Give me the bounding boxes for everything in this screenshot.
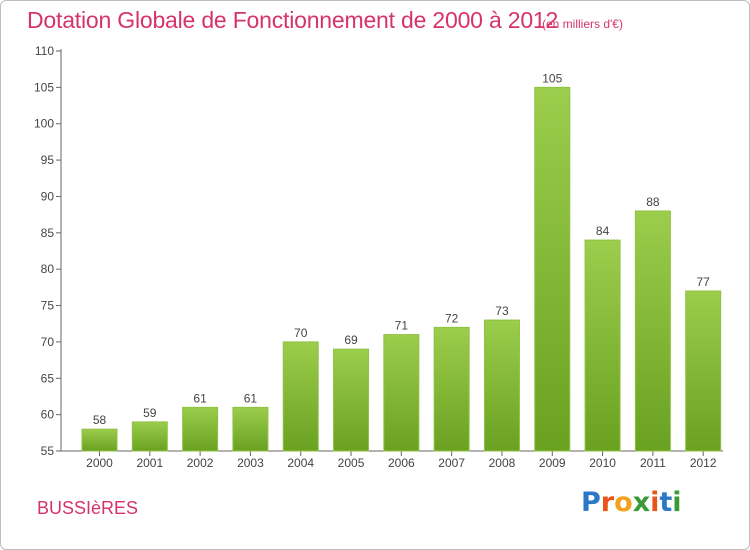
- bar-2012: [685, 290, 722, 452]
- data-label-2007: 72: [445, 311, 459, 325]
- bar-2001: [131, 421, 168, 452]
- chart-data-labels: 58 59 61 61 70 69 71 72 73 105 84 88 77: [93, 71, 710, 427]
- chart-title: Dotation Globale de Fonctionnement de 20…: [27, 7, 559, 33]
- proxiti-logo[interactable]: Proxiti: [581, 487, 682, 518]
- y-tick-label: 70: [41, 335, 55, 349]
- bar-2011: [634, 210, 671, 452]
- y-tick-label: 65: [41, 371, 55, 385]
- y-tick-label: 55: [41, 444, 55, 458]
- x-tick-label: 2000: [86, 456, 113, 470]
- data-label-2006: 71: [395, 319, 409, 333]
- data-label-2005: 69: [344, 333, 358, 347]
- bar-2004: [282, 341, 319, 452]
- x-tick-label: 2006: [388, 456, 415, 470]
- bar-2010: [584, 239, 621, 452]
- data-label-2000: 58: [93, 413, 107, 427]
- data-label-2008: 73: [495, 304, 509, 318]
- x-tick-label: 2012: [690, 456, 717, 470]
- bar-2007: [433, 326, 470, 452]
- y-tick-label: 95: [41, 153, 55, 167]
- x-tick-label: 2007: [438, 456, 465, 470]
- data-label-2002: 61: [193, 391, 207, 405]
- chart-bars: [81, 86, 722, 452]
- x-tick-label: 2003: [237, 456, 264, 470]
- x-tick-label: 2010: [589, 456, 616, 470]
- y-tick-label: 85: [41, 226, 55, 240]
- y-tick-label: 105: [34, 80, 54, 94]
- y-tick-label: 75: [41, 299, 55, 313]
- bar-2005: [333, 348, 370, 452]
- x-tick-label: 2002: [187, 456, 214, 470]
- bar-2002: [182, 406, 219, 452]
- data-label-2010: 84: [596, 224, 610, 238]
- unit-note: (en milliers d'€): [542, 17, 623, 31]
- bar-2000: [81, 428, 118, 452]
- x-tick-label: 2004: [287, 456, 314, 470]
- commune-name: BUSSIèRES: [37, 498, 139, 518]
- y-tick-label: 60: [41, 408, 55, 422]
- y-tick-label: 100: [34, 117, 54, 131]
- x-tick-label: 2011: [640, 456, 666, 470]
- bar-2009: [534, 86, 571, 452]
- x-tick-label: 2001: [136, 456, 163, 470]
- data-label-2003: 61: [244, 391, 258, 405]
- x-tick-label: 2009: [539, 456, 566, 470]
- chart-axes: 55 60 65 70 75 80 85 90 95 100 105 110 2000 2001 2002 2…: [34, 44, 723, 470]
- y-tick-label: 110: [35, 44, 54, 58]
- x-tick-label: 2008: [489, 456, 516, 470]
- bar-2006: [383, 334, 420, 452]
- bar-2008: [483, 319, 520, 452]
- bar-2003: [232, 406, 269, 452]
- y-tick-label: 80: [41, 262, 55, 276]
- data-label-2011: 88: [646, 195, 660, 209]
- data-label-2001: 59: [143, 406, 157, 420]
- x-tick-label: 2005: [338, 456, 365, 470]
- data-label-2004: 70: [294, 326, 308, 340]
- data-label-2012: 77: [697, 275, 711, 289]
- data-label-2009: 105: [542, 71, 562, 85]
- y-tick-label: 90: [41, 189, 55, 203]
